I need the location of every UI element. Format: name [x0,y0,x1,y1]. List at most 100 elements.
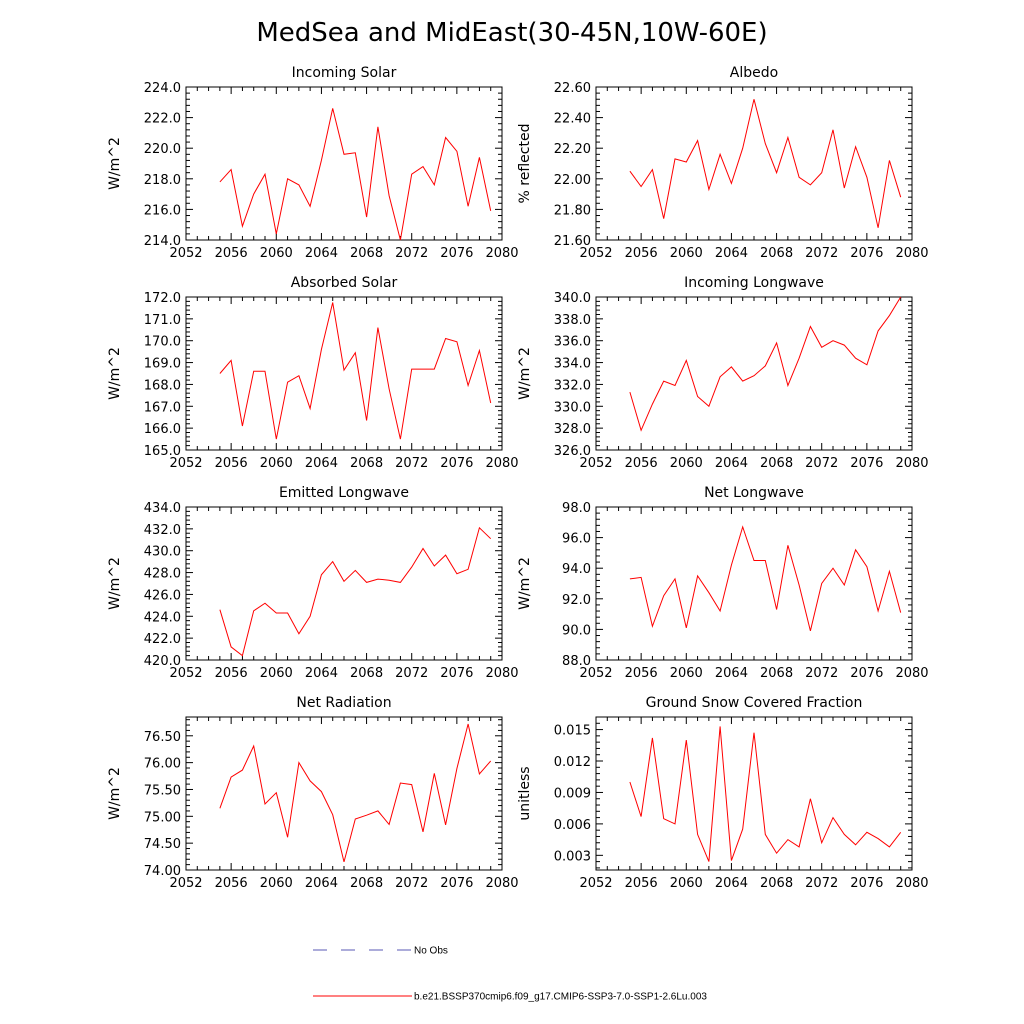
y-tick-label: 336.0 [554,335,591,350]
x-tick-label: 2076 [850,456,883,471]
x-tick-label: 2072 [395,246,428,261]
y-tick-label: 426.0 [144,588,181,603]
y-axis-label: W/m^2 [517,347,533,400]
x-tick-label: 2052 [579,666,612,681]
x-tick-label: 2076 [850,246,883,261]
y-tick-label: 214.0 [144,234,181,249]
y-tick-label: 22.20 [554,142,591,157]
y-tick-label: 75.50 [144,783,181,798]
x-tick-label: 2064 [305,246,338,261]
plot-frame [595,506,913,661]
x-tick-label: 2052 [169,456,202,471]
y-tick-label: 165.0 [144,444,181,459]
x-tick-label: 2060 [260,666,293,681]
y-tick-label: 96.0 [562,532,591,547]
x-tick-label: 2060 [260,456,293,471]
y-tick-label: 0.009 [554,786,591,801]
figure-title: MedSea and MidEast(30-45N,10W-60E) [256,18,767,48]
y-axis-label: % reflected [517,124,533,204]
series-line [629,296,902,432]
panel-title: Albedo [730,65,778,81]
x-tick-label: 2080 [485,876,518,891]
y-tick-label: 0.012 [554,755,591,770]
x-tick-label: 2052 [169,246,202,261]
panel-title: Net Radiation [296,695,391,711]
x-tick-label: 2080 [485,666,518,681]
x-tick-label: 2056 [625,456,658,471]
y-tick-label: 328.0 [554,422,591,437]
panel-ground-snow-covered-fraction: 2052 2056 2060 2064 2068 2072 2076 2080 0.003 0.0… [517,695,929,891]
x-tick-label: 2080 [895,456,928,471]
x-tick-label: 2072 [805,246,838,261]
x-tick-label: 2072 [395,456,428,471]
x-tick-label: 2080 [485,456,518,471]
x-tick-label: 2060 [670,876,703,891]
x-tick-label: 2052 [169,666,202,681]
series-line [629,525,902,632]
x-tick-label: 2068 [350,666,383,681]
series-line [219,723,492,863]
panel-title: Emitted Longwave [279,485,409,501]
x-tick-label: 2076 [850,876,883,891]
y-tick-label: 74.00 [144,864,181,879]
plot-frame [595,716,913,871]
y-axis-label: W/m^2 [107,137,123,190]
x-tick-label: 2076 [440,456,473,471]
y-tick-label: 75.00 [144,810,181,825]
y-tick-label: 0.003 [554,849,591,864]
x-tick-label: 2056 [215,246,248,261]
y-tick-label: 94.0 [562,562,591,577]
x-tick-label: 2072 [805,456,838,471]
plot-frame [595,86,913,241]
x-tick-label: 2064 [715,456,748,471]
y-tick-label: 434.0 [144,501,181,516]
x-tick-label: 2052 [579,246,612,261]
plot-frame [185,506,503,661]
panel-incoming-longwave: 2052 2056 2060 2064 2068 2072 2076 2080 326.0 328… [517,275,929,471]
y-tick-label: 420.0 [144,654,181,669]
plot-frame [595,296,913,451]
x-tick-label: 2056 [625,876,658,891]
x-tick-label: 2052 [579,876,612,891]
panel-title: Incoming Solar [292,65,397,81]
panel-title: Net Longwave [704,485,804,501]
x-tick-label: 2072 [395,876,428,891]
y-tick-label: 76.00 [144,757,181,772]
y-axis-label: W/m^2 [107,347,123,400]
panel-title: Ground Snow Covered Fraction [646,695,863,711]
x-tick-label: 2056 [625,246,658,261]
x-tick-label: 2076 [440,246,473,261]
plot-frame [185,716,503,871]
y-tick-label: 424.0 [144,610,181,625]
y-tick-label: 218.0 [144,173,181,188]
x-tick-label: 2056 [215,876,248,891]
x-tick-label: 2068 [350,456,383,471]
x-tick-label: 2068 [760,246,793,261]
y-tick-label: 216.0 [144,203,181,218]
y-tick-label: 22.00 [554,173,591,188]
x-tick-label: 2060 [670,246,703,261]
y-tick-label: 326.0 [554,444,591,459]
y-tick-label: 170.0 [144,335,181,350]
legend-run-label: b.e21.BSSP370cmip6.f09_g17.CMIP6-SSP3-7.… [414,992,707,1003]
x-tick-label: 2072 [805,876,838,891]
x-tick-label: 2064 [305,876,338,891]
y-tick-label: 338.0 [554,313,591,328]
x-tick-label: 2064 [715,246,748,261]
x-tick-label: 2052 [169,876,202,891]
panel-absorbed-solar: 2052 2056 2060 2064 2068 2072 2076 2080 165.0 166… [107,275,519,471]
y-tick-label: 167.0 [144,400,181,415]
x-tick-label: 2056 [625,666,658,681]
y-tick-label: 332.0 [554,378,591,393]
x-tick-label: 2068 [350,876,383,891]
y-tick-label: 220.0 [144,142,181,157]
y-tick-label: 74.50 [144,837,181,852]
y-tick-label: 222.0 [144,112,181,127]
y-tick-label: 432.0 [144,523,181,538]
y-tick-label: 90.0 [562,623,591,638]
y-tick-label: 168.0 [144,378,181,393]
series-line [629,726,902,862]
x-tick-label: 2068 [350,246,383,261]
y-tick-label: 98.0 [562,501,591,516]
x-tick-label: 2060 [670,456,703,471]
